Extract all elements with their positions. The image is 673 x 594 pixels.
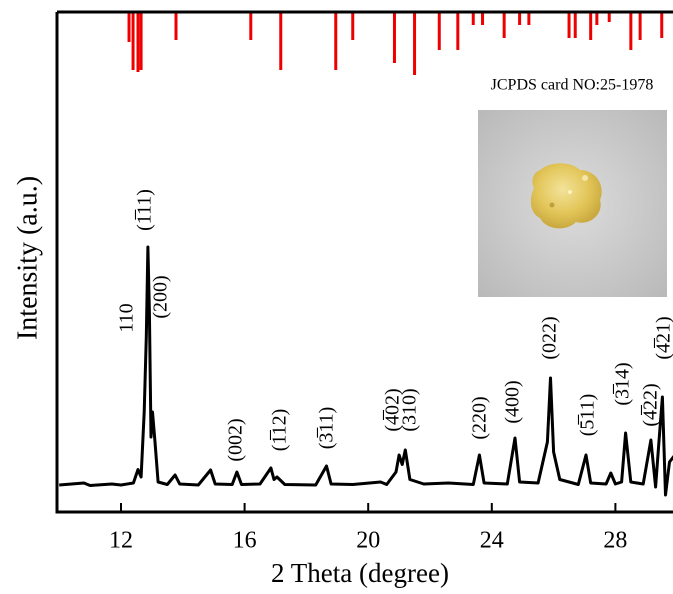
peak-label: (002)	[225, 418, 247, 461]
x-tick-label: 20	[356, 528, 380, 554]
peak-label: (400)	[502, 380, 524, 423]
inset-photo	[478, 110, 667, 297]
y-axis-label: Intensity (a.u.)	[12, 176, 43, 340]
peak-label: (022)	[539, 316, 561, 359]
peak-label: (220)	[469, 396, 491, 439]
x-tick-label: 12	[109, 528, 133, 554]
plot-area	[59, 12, 673, 497]
peak-label: (310)	[399, 388, 421, 431]
x-tick-label: 28	[603, 528, 627, 554]
peak-label: (200)	[150, 275, 172, 318]
peak-label: (1̅11)	[134, 189, 156, 231]
peak-label: (1̅12)	[269, 409, 291, 452]
x-tick-label: 24	[480, 528, 504, 554]
x-tick-label: 16	[233, 528, 257, 554]
peak-label: (4̅02)	[382, 388, 404, 431]
peak-label: (4̅21)	[653, 316, 673, 359]
x-axis-label: 2 Theta (degree)	[271, 558, 449, 588]
peak-label: (3̅14)	[612, 362, 634, 405]
reference-title: JCPDS card NO:25-1978	[491, 77, 654, 94]
peak-label: 110	[116, 303, 138, 332]
axis-frame	[55, 10, 673, 514]
xrd-pattern	[59, 245, 673, 497]
peak-label: (3̅11)	[316, 407, 338, 450]
peak-label: (5̅11)	[577, 394, 599, 437]
peak-label: (4̅22)	[640, 383, 662, 426]
